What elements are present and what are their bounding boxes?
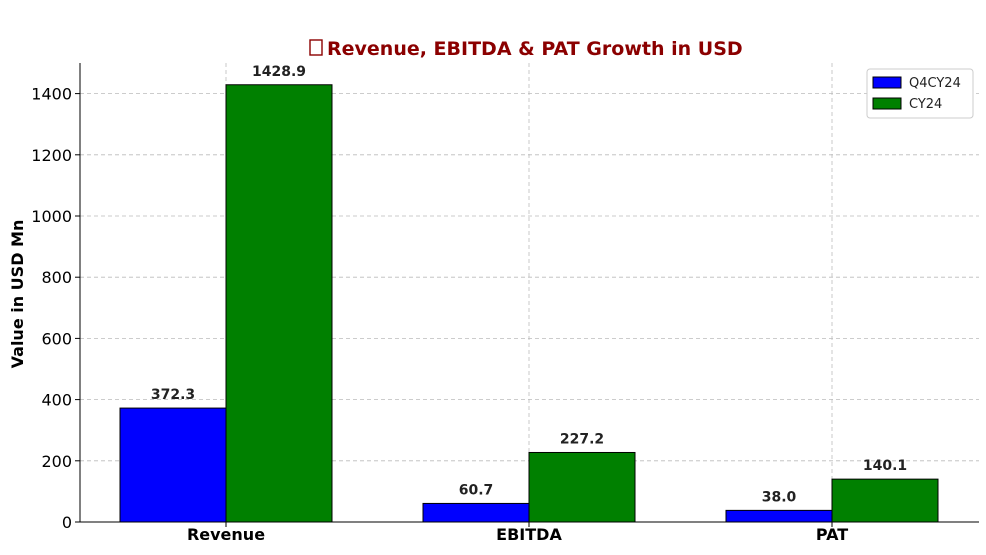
x-ticks: Revenue EBITDA PAT — [187, 522, 848, 544]
bar-revenue-q4cy24 — [119, 407, 227, 523]
data-label-pat-cy24: 140.1 — [863, 458, 907, 474]
x-tick-label-pat: PAT — [816, 525, 848, 544]
bar-ebitda-q4cy24 — [422, 502, 530, 523]
legend-swatch-cy24 — [872, 97, 902, 110]
data-label-ebitda-q4cy24: 60.7 — [459, 482, 494, 498]
legend-swatch-q4cy24 — [872, 76, 902, 89]
data-label-revenue-cy24: 1428.9 — [252, 64, 306, 80]
legend-label-q4cy24: Q4CY24 — [909, 76, 961, 91]
y-tick-label: 1200 — [31, 146, 72, 165]
data-labels: 372.3 60.7 38.0 1428.9 227.2 140.1 — [151, 64, 907, 506]
bar-pat-q4cy24 — [725, 509, 833, 523]
legend-label-cy24: CY24 — [909, 97, 942, 112]
y-tick-label: 1000 — [31, 207, 72, 226]
y-tick-label: 400 — [41, 391, 72, 410]
bar-pat-cy24 — [831, 478, 939, 523]
data-label-ebitda-cy24: 227.2 — [560, 431, 604, 447]
chart-icon — [309, 39, 323, 56]
bar-ebitda-cy24 — [528, 451, 636, 523]
chart-title-group: Revenue, EBITDA & PAT Growth in USD — [309, 38, 743, 60]
y-tick-label: 600 — [41, 329, 72, 348]
y-tick-label: 200 — [41, 452, 72, 471]
y-tick-label: 1400 — [31, 85, 72, 104]
x-tick-label-revenue: Revenue — [187, 525, 265, 544]
y-tick-label: 800 — [41, 268, 72, 287]
legend: Q4CY24 CY24 — [866, 68, 974, 119]
bars — [119, 84, 939, 523]
data-label-pat-q4cy24: 38.0 — [762, 489, 797, 505]
y-axis-label: Value in USD Mn — [8, 220, 27, 369]
data-label-revenue-q4cy24: 372.3 — [151, 387, 195, 403]
x-tick-label-ebitda: EBITDA — [496, 525, 562, 544]
y-tick-label: 0 — [62, 513, 72, 532]
chart-title: Revenue, EBITDA & PAT Growth in USD — [327, 38, 743, 60]
y-ticks: 0 200 400 600 800 1000 1200 1400 — [31, 85, 80, 532]
bar-revenue-cy24 — [225, 84, 333, 523]
